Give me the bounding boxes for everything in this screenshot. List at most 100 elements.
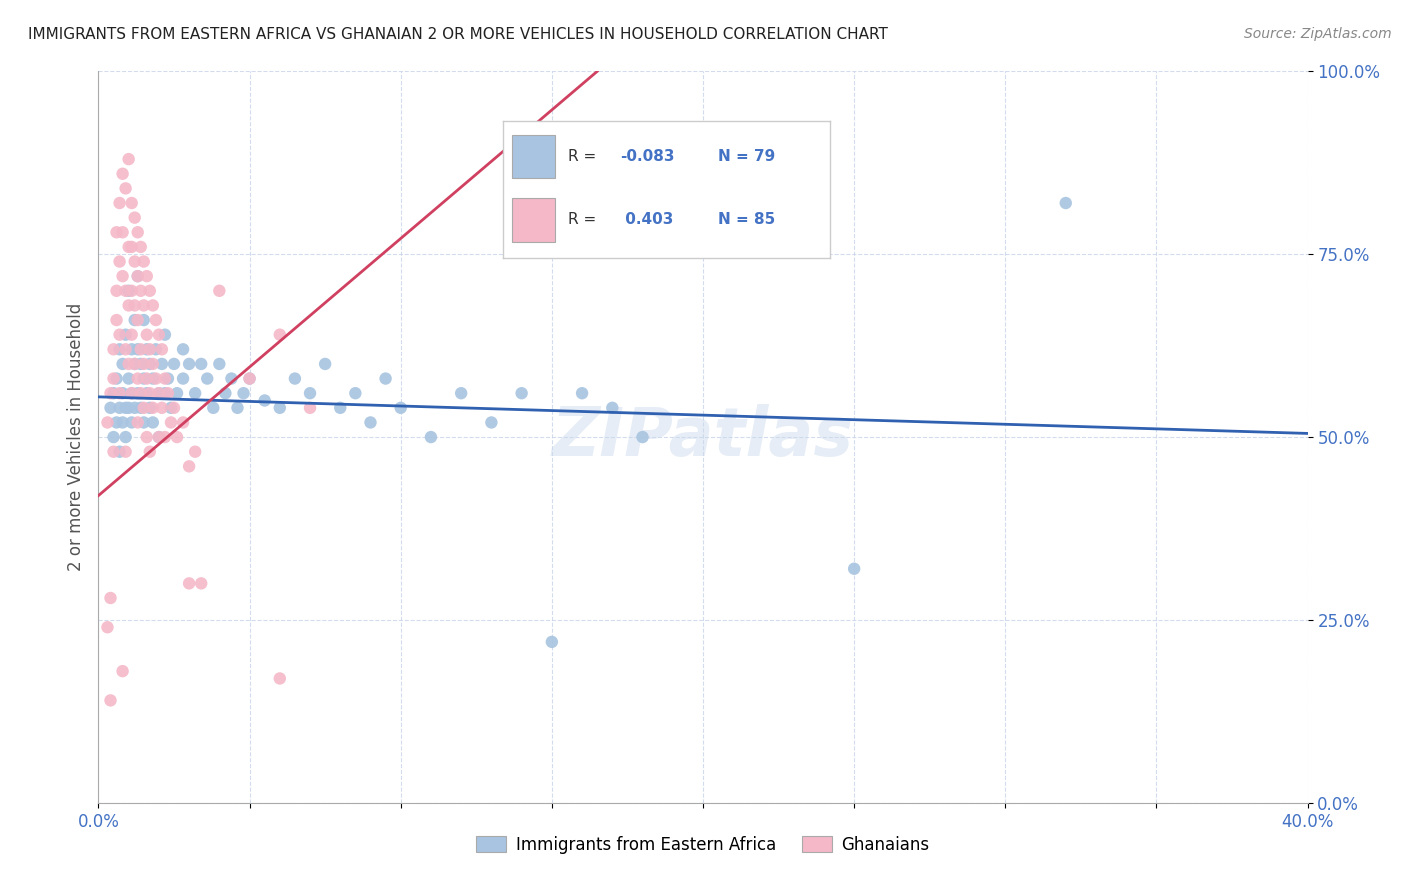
Point <box>127 269 149 284</box>
Point <box>540 635 562 649</box>
Point <box>100 401 122 415</box>
Point <box>148 386 170 401</box>
Point <box>127 269 149 284</box>
Point <box>269 327 291 342</box>
Point <box>108 386 131 401</box>
Point <box>139 343 162 357</box>
Point <box>114 181 136 195</box>
Point <box>100 693 122 707</box>
Point <box>132 254 155 268</box>
Point <box>121 284 143 298</box>
Point <box>135 343 157 357</box>
Point <box>121 196 143 211</box>
Point <box>108 444 131 458</box>
Point <box>105 225 128 239</box>
Point <box>150 401 173 415</box>
Point <box>127 386 149 401</box>
Point <box>190 576 212 591</box>
Point <box>631 430 654 444</box>
Text: 0.403: 0.403 <box>620 212 673 227</box>
Point <box>139 444 162 458</box>
Point <box>571 386 593 401</box>
Point <box>139 357 162 371</box>
Point <box>114 284 136 298</box>
Point <box>179 357 201 371</box>
Point <box>184 386 207 401</box>
Point <box>145 371 167 385</box>
Point <box>142 416 165 430</box>
Point <box>129 343 152 357</box>
Point <box>135 430 157 444</box>
Point <box>153 327 176 342</box>
Point <box>111 225 134 239</box>
Point <box>124 254 146 268</box>
Point <box>96 620 118 634</box>
Point <box>124 357 146 371</box>
Point <box>114 430 136 444</box>
Point <box>150 357 173 371</box>
Point <box>114 327 136 342</box>
Text: ZIPatlas: ZIPatlas <box>553 404 853 470</box>
Point <box>127 225 149 239</box>
Point <box>166 430 188 444</box>
Point <box>132 298 155 312</box>
Point <box>214 386 236 401</box>
Point <box>100 591 122 605</box>
Point <box>166 386 188 401</box>
Point <box>360 416 382 430</box>
Point <box>202 401 225 415</box>
Point <box>129 357 152 371</box>
Point <box>118 298 141 312</box>
Point <box>232 386 254 401</box>
Point <box>124 298 146 312</box>
Point <box>121 327 143 342</box>
Point <box>108 343 131 357</box>
Text: N = 79: N = 79 <box>718 149 776 164</box>
Point <box>844 562 866 576</box>
Point <box>129 284 152 298</box>
Point <box>129 240 152 254</box>
Point <box>420 430 443 444</box>
Point <box>139 401 162 415</box>
Point <box>127 371 149 385</box>
Point <box>148 430 170 444</box>
Point <box>111 167 134 181</box>
Point <box>105 313 128 327</box>
Point <box>344 386 367 401</box>
Point <box>239 371 262 385</box>
Point <box>124 211 146 225</box>
Point <box>139 284 162 298</box>
Point <box>226 401 249 415</box>
Point <box>190 357 212 371</box>
Point <box>163 401 186 415</box>
Point <box>374 371 396 385</box>
Point <box>129 401 152 415</box>
Point <box>132 371 155 385</box>
Point <box>142 357 165 371</box>
Point <box>132 313 155 327</box>
Point <box>108 401 131 415</box>
Point <box>150 343 173 357</box>
Point <box>208 284 231 298</box>
Point <box>118 357 141 371</box>
Point <box>172 371 194 385</box>
Point <box>481 416 503 430</box>
Point <box>172 416 194 430</box>
Point <box>108 327 131 342</box>
Point <box>96 416 118 430</box>
Point <box>142 401 165 415</box>
Y-axis label: 2 or more Vehicles in Household: 2 or more Vehicles in Household <box>66 303 84 571</box>
Point <box>160 401 183 415</box>
Point <box>253 393 276 408</box>
Point <box>121 386 143 401</box>
Point <box>142 371 165 385</box>
Point <box>602 401 624 415</box>
Point <box>184 444 207 458</box>
Point <box>105 371 128 385</box>
Point <box>208 357 231 371</box>
Point <box>135 327 157 342</box>
Point <box>163 357 186 371</box>
Point <box>103 430 125 444</box>
Point <box>124 357 146 371</box>
Point <box>111 269 134 284</box>
